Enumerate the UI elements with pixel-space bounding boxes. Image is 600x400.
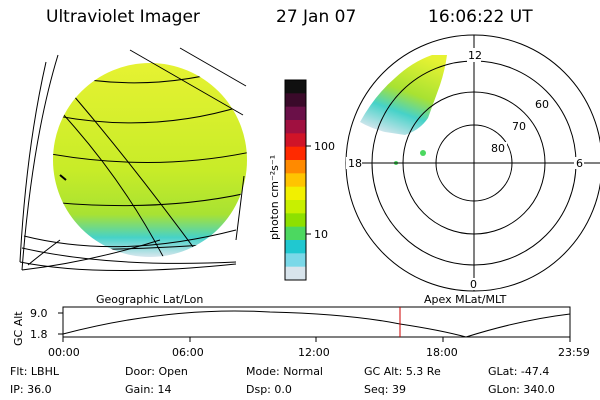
- observation-date: 27 Jan 07: [276, 7, 357, 27]
- altitude-xtick-label: 23:59: [558, 346, 590, 359]
- colorbar-band: [285, 200, 306, 214]
- altitude-ytick-label-max: 9.0: [30, 307, 48, 320]
- info-value: LBHL: [30, 365, 59, 378]
- polar-emission-region: [360, 55, 447, 135]
- info-seq: Seq: 39: [364, 383, 406, 396]
- polar-label-bg: [489, 142, 507, 155]
- info-value: 0.0: [274, 383, 292, 396]
- globe-outer-lines: [19, 47, 247, 272]
- altitude-curve: [62, 310, 571, 338]
- mlat-label-80: 80: [491, 142, 505, 155]
- info-key: GLon:: [488, 383, 520, 396]
- info-value: Open: [158, 365, 188, 378]
- polar-caption: Apex MLat/MLT: [424, 293, 507, 306]
- info-key: GLat:: [488, 365, 518, 378]
- info-ip: IP: 36.0: [10, 383, 52, 396]
- colorbar-band: [285, 120, 306, 134]
- info-value: 39: [391, 383, 406, 396]
- info-key: Gain:: [125, 383, 154, 396]
- polar-emission-spot: [420, 150, 426, 156]
- info-door: Door: Open: [125, 365, 188, 378]
- colorbar-band: [285, 213, 306, 228]
- polar-label-bg: [533, 98, 551, 111]
- info-key: Door:: [125, 365, 155, 378]
- colorbar-band: [285, 160, 306, 174]
- instrument-title: Ultraviolet Imager: [46, 7, 200, 27]
- altitude-ytick-label-min: 1.8: [30, 328, 48, 341]
- info-key: Dsp:: [246, 383, 271, 396]
- mlt-label-18: 18: [348, 157, 362, 170]
- info-value: 5.3 Re: [405, 365, 441, 378]
- info-gc-alt: GC Alt: 5.3 Re: [364, 365, 441, 378]
- colorbar-label-100: 100: [314, 140, 335, 153]
- colorbar-unit-label: photon cm⁻²s⁻¹: [268, 155, 281, 240]
- altitude-xtick-label: 18:00: [426, 346, 458, 359]
- mlt-label-6: 6: [576, 157, 583, 170]
- colorbar-frame: [284, 79, 307, 281]
- mlt-label-0: 0: [470, 278, 477, 291]
- info-key: Mode:: [246, 365, 280, 378]
- colorbar-band: [285, 266, 306, 281]
- polar-label-bg: [510, 120, 528, 133]
- altitude-plot: 9.0 1.8 GC Alt: [12, 306, 571, 346]
- info-key: GC Alt:: [364, 365, 403, 378]
- mlat-label-70: 70: [512, 120, 526, 133]
- colorbar-band: [285, 173, 306, 188]
- altitude-xtick-label: 06:00: [172, 346, 204, 359]
- earth-image: [19, 47, 247, 272]
- colorbar-band: [285, 133, 306, 148]
- info-key: IP:: [10, 383, 24, 396]
- info-mode: Mode: Normal: [246, 365, 323, 378]
- altitude-xtick-label: 12:00: [298, 346, 330, 359]
- colorbar-band: [285, 93, 306, 108]
- colorbar-band: [285, 226, 306, 241]
- colorbar-label-10: 10: [314, 228, 328, 241]
- altitude-ylabel: GC Alt: [12, 311, 25, 346]
- altitude-plot-frame: [62, 306, 571, 338]
- mlat-label-60: 60: [535, 98, 549, 111]
- colorbar-band: [285, 186, 306, 201]
- colorbar-band: [285, 240, 306, 254]
- polar-label-bg: [468, 278, 480, 290]
- altitude-xtick-label: 00:00: [48, 346, 80, 359]
- info-glon: GLon: 340.0: [488, 383, 555, 396]
- info-gain: Gain: 14: [125, 383, 172, 396]
- globe-caption: Geographic Lat/Lon: [96, 293, 203, 306]
- colorbar-band: [285, 106, 306, 121]
- info-value: Normal: [283, 365, 323, 378]
- info-key: Flt:: [10, 365, 28, 378]
- intensity-colorbar: [285, 80, 306, 281]
- info-value: 36.0: [27, 383, 52, 396]
- globe-disk: [53, 63, 247, 257]
- polar-label-bg: [346, 157, 362, 169]
- colorbar-band: [285, 146, 306, 161]
- info-glat: GLat: -47.4: [488, 365, 549, 378]
- mlt-label-12: 12: [468, 49, 482, 62]
- polar-label-bg: [574, 157, 584, 169]
- observation-time: 16:06:22 UT: [428, 7, 533, 27]
- info-key: Seq:: [364, 383, 389, 396]
- colorbar-band: [285, 80, 306, 94]
- info-value: 14: [157, 383, 172, 396]
- info-value: -47.4: [520, 365, 550, 378]
- info-value: 340.0: [523, 383, 555, 396]
- polar-label-bg: [467, 48, 481, 62]
- colorbar-band: [285, 253, 306, 268]
- info-dsp: Dsp: 0.0: [246, 383, 292, 396]
- info-flt: Flt: LBHL: [10, 365, 59, 378]
- polar-mlt-plot: 12 6 0 18 60 70 80: [345, 34, 600, 292]
